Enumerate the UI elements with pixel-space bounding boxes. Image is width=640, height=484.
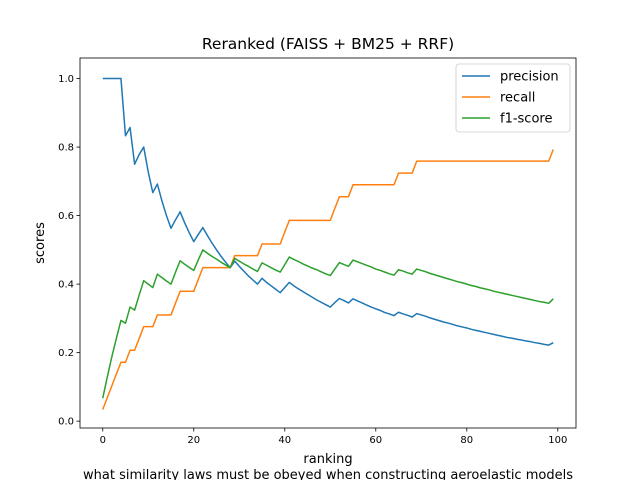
precision-legend-label: precision (500, 70, 559, 85)
y-axis-label: scores (33, 222, 48, 264)
y-tick-label: 0.4 (58, 280, 74, 291)
f1-score-line (102, 249, 554, 399)
x-axis-label: ranking (303, 452, 352, 467)
y-axis-ticks: 0.0 0.2 0.4 0.6 0.8 1.0 (58, 74, 80, 428)
legend: precision recall f1-score (455, 63, 571, 133)
recall-line (102, 149, 554, 410)
legend-box (455, 63, 571, 133)
f1-score-legend-label: f1-score (500, 112, 552, 127)
x-axis-ticks: 0 20 40 60 80 100 (100, 428, 567, 446)
y-tick-label: 0.2 (58, 348, 74, 359)
query-caption: what similarity laws must be obeyed when… (83, 468, 573, 480)
y-tick-label: 1.0 (58, 74, 74, 85)
x-tick-label: 100 (548, 435, 567, 446)
chart-title: Reranked (FAISS + BM25 + RRF) (202, 35, 454, 53)
x-tick-label: 60 (369, 435, 382, 446)
plot-lines (102, 77, 554, 410)
x-tick-label: 20 (187, 435, 200, 446)
y-tick-label: 0.8 (58, 143, 74, 154)
x-tick-label: 80 (460, 435, 473, 446)
recall-legend-label: recall (500, 91, 535, 106)
plot-frame (79, 57, 577, 429)
y-tick-label: 0.6 (58, 211, 74, 222)
precision-line (102, 77, 554, 346)
x-tick-label: 0 (100, 435, 106, 446)
x-tick-label: 40 (278, 435, 291, 446)
y-tick-label: 0.0 (58, 417, 74, 428)
